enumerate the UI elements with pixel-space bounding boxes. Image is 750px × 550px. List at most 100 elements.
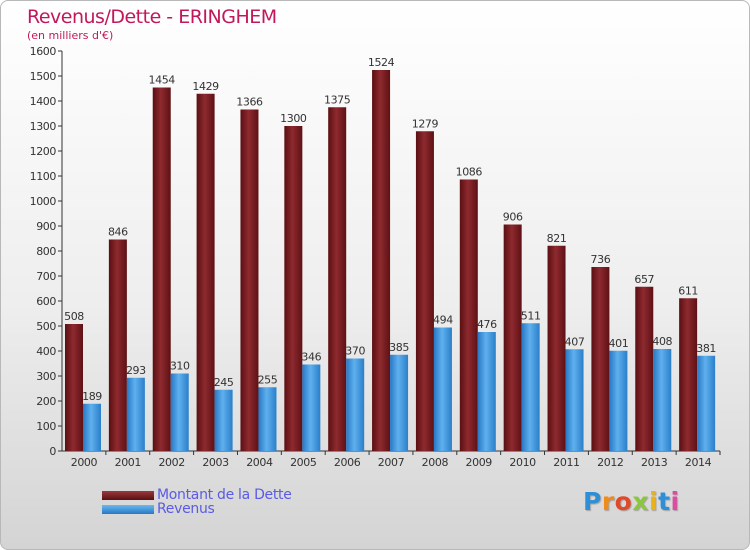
legend-item-debt: Montant de la Dette <box>102 487 292 503</box>
legend-item-revenue: Revenus <box>102 501 215 517</box>
bar-debt <box>108 239 127 451</box>
bar-debt <box>196 93 215 451</box>
bar-revenue <box>126 377 145 451</box>
x-tick-label: 2004 <box>246 456 273 469</box>
logo-letter: i <box>670 487 680 516</box>
logo-letter: P <box>583 487 602 516</box>
bar-revenue <box>302 364 321 451</box>
bar-debt <box>152 87 171 451</box>
x-tick-label: 2011 <box>553 456 579 469</box>
x-tick-label: 2007 <box>378 456 405 469</box>
y-tick-label: 1500 <box>30 70 57 83</box>
bar-revenue <box>433 327 452 451</box>
bar-revenue <box>258 387 277 451</box>
bar-debt <box>415 131 434 451</box>
logo-letter: t <box>658 487 671 516</box>
data-label-debt: 1375 <box>324 93 351 106</box>
bar-revenue <box>390 354 409 451</box>
y-tick-label: 1200 <box>30 145 57 158</box>
data-label-debt: 1454 <box>149 74 176 87</box>
legend-swatch-debt <box>102 490 154 500</box>
bar-debt <box>459 179 478 451</box>
y-tick-label: 1000 <box>30 195 57 208</box>
x-tick-label: 2000 <box>71 456 98 469</box>
y-tick-label: 400 <box>36 345 56 358</box>
chart-title: Revenus/Dette - ERINGHEM <box>27 6 277 28</box>
data-label-debt: 906 <box>503 211 523 224</box>
x-tick-label: 2003 <box>202 456 229 469</box>
x-tick-label: 2014 <box>685 456 712 469</box>
bar-revenue <box>214 389 233 451</box>
proxiti-logo: Proxiti <box>583 487 680 516</box>
x-tick-label: 2006 <box>334 456 361 469</box>
bar-revenue <box>653 349 672 451</box>
x-tick-label: 2002 <box>158 456 184 469</box>
y-tick-label: 600 <box>36 295 56 308</box>
data-label-revenue: 346 <box>301 351 321 364</box>
logo-letter: o <box>614 487 633 516</box>
logo-letter: i <box>649 487 659 516</box>
logo-letter: x <box>632 487 649 516</box>
data-label-revenue: 494 <box>433 314 453 327</box>
data-label-debt: 736 <box>591 253 611 266</box>
data-label-revenue: 476 <box>477 318 497 331</box>
bar-revenue <box>521 323 540 451</box>
data-label-revenue: 293 <box>126 364 146 377</box>
bar-debt <box>284 126 303 451</box>
data-label-debt: 1366 <box>236 96 263 109</box>
x-tick-label: 2013 <box>641 456 668 469</box>
data-label-revenue: 407 <box>565 335 585 348</box>
x-tick-label: 2008 <box>422 456 449 469</box>
bar-debt <box>503 224 522 451</box>
bar-debt <box>328 107 347 451</box>
data-label-revenue: 381 <box>696 342 716 355</box>
data-label-revenue: 408 <box>652 335 672 348</box>
x-tick-label: 2009 <box>466 456 493 469</box>
y-tick-label: 800 <box>36 245 56 258</box>
bar-revenue <box>346 358 365 451</box>
data-label-debt: 508 <box>64 310 84 323</box>
bar-debt <box>635 286 654 451</box>
y-tick-label: 0 <box>49 445 56 458</box>
bar-revenue <box>609 350 628 451</box>
data-label-debt: 846 <box>108 226 128 239</box>
data-label-debt: 611 <box>678 284 698 297</box>
data-label-debt: 657 <box>634 273 654 286</box>
data-label-revenue: 310 <box>170 360 190 373</box>
bar-debt <box>240 109 259 451</box>
bar-revenue <box>477 332 496 451</box>
data-label-debt: 1086 <box>456 166 483 179</box>
legend-label-debt: Montant de la Dette <box>157 487 292 503</box>
bar-revenue <box>83 403 101 451</box>
data-label-revenue: 401 <box>609 337 629 350</box>
legend-swatch-revenue <box>102 504 154 514</box>
data-label-revenue: 245 <box>214 376 234 389</box>
x-tick-label: 2001 <box>115 456 141 469</box>
bar-debt <box>65 324 83 451</box>
y-tick-label: 100 <box>36 420 56 433</box>
x-tick-label: 2005 <box>290 456 317 469</box>
data-label-revenue: 189 <box>82 390 102 403</box>
y-tick-label: 500 <box>36 320 56 333</box>
bar-revenue <box>565 349 584 451</box>
data-label-debt: 1429 <box>192 80 219 93</box>
bar-revenue <box>170 373 189 451</box>
logo-letter: r <box>601 487 615 516</box>
data-label-revenue: 385 <box>389 341 409 354</box>
data-label-debt: 1524 <box>368 56 395 69</box>
chart-subtitle: (en milliers d'€) <box>27 29 114 42</box>
bar-debt <box>679 298 698 451</box>
bar-debt <box>591 267 610 451</box>
y-tick-label: 700 <box>36 270 56 283</box>
y-tick-label: 200 <box>36 395 56 408</box>
y-tick-label: 1300 <box>30 120 57 133</box>
data-label-revenue: 255 <box>258 373 278 386</box>
legend-label-revenue: Revenus <box>157 501 215 517</box>
y-tick-label: 900 <box>36 220 56 233</box>
bar-debt <box>372 70 391 451</box>
y-tick-label: 1600 <box>30 45 57 58</box>
x-tick-label: 2012 <box>597 456 623 469</box>
data-label-revenue: 370 <box>345 345 365 358</box>
